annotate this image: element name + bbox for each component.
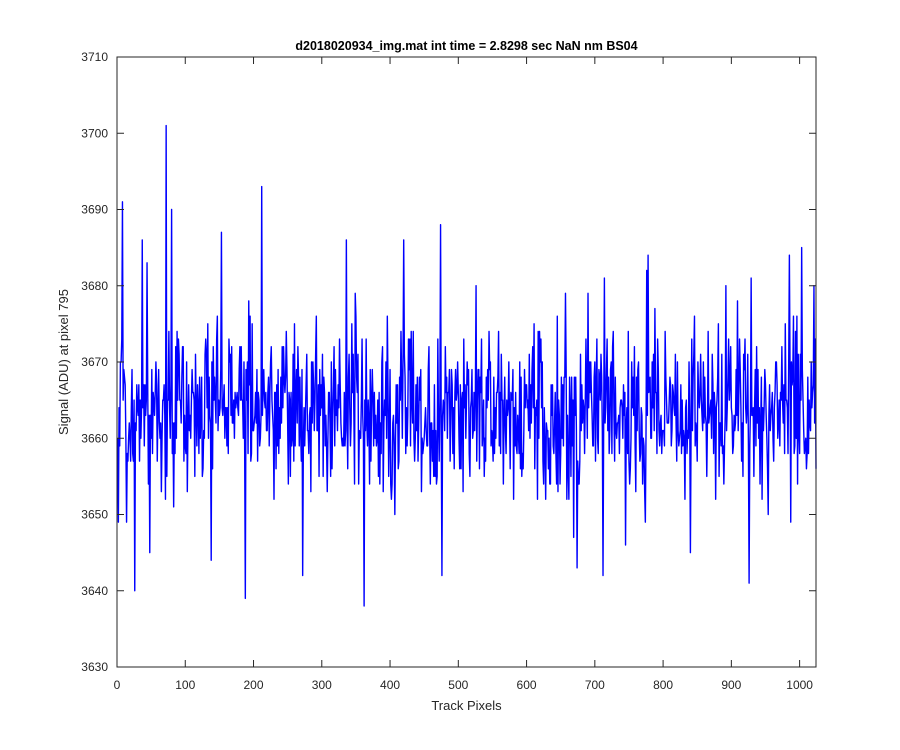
y-tick-label: 3670	[81, 355, 108, 369]
x-tick-label: 900	[721, 678, 741, 692]
y-tick-label: 3710	[81, 50, 108, 64]
x-tick-label: 1000	[786, 678, 813, 692]
y-tick-label: 3660	[81, 431, 108, 445]
x-tick-label: 100	[175, 678, 195, 692]
axes-layer: 0 100 200 300 400 500 600 700 800 900 1000 3630 3640…	[81, 50, 817, 692]
series-line	[116, 124, 817, 607]
y-tick-label: 3630	[81, 660, 108, 674]
x-tick-label: 500	[448, 678, 468, 692]
y-tick-label: 3700	[81, 126, 108, 140]
x-tick-label: 400	[380, 678, 400, 692]
y-tick-label: 3640	[81, 584, 108, 598]
data-layer	[116, 124, 817, 607]
y-tick-label: 3690	[81, 203, 108, 217]
chart-title: d2018020934_img.mat int time = 2.8298 se…	[295, 39, 637, 53]
y-axis-label: Signal (ADU) at pixel 795	[56, 289, 71, 435]
x-tick-label: 200	[244, 678, 264, 692]
x-tick-label: 700	[585, 678, 605, 692]
x-tick-label: 600	[517, 678, 537, 692]
x-tick-label: 800	[653, 678, 673, 692]
y-tick-label: 3680	[81, 279, 108, 293]
x-tick-label: 0	[114, 678, 121, 692]
x-tick-label: 300	[312, 678, 332, 692]
x-axis-label: Track Pixels	[431, 698, 502, 713]
y-tick-label: 3650	[81, 508, 108, 522]
